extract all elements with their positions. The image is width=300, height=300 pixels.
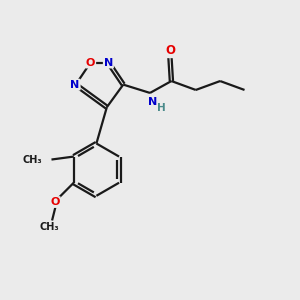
Text: H: H [157, 103, 166, 113]
Text: N: N [148, 97, 157, 107]
Text: N: N [104, 58, 113, 68]
Text: O: O [50, 197, 60, 207]
Text: O: O [86, 58, 95, 68]
Text: CH₃: CH₃ [40, 222, 59, 232]
Text: O: O [165, 44, 175, 57]
Text: N: N [70, 80, 80, 90]
Text: CH₃: CH₃ [22, 155, 42, 165]
